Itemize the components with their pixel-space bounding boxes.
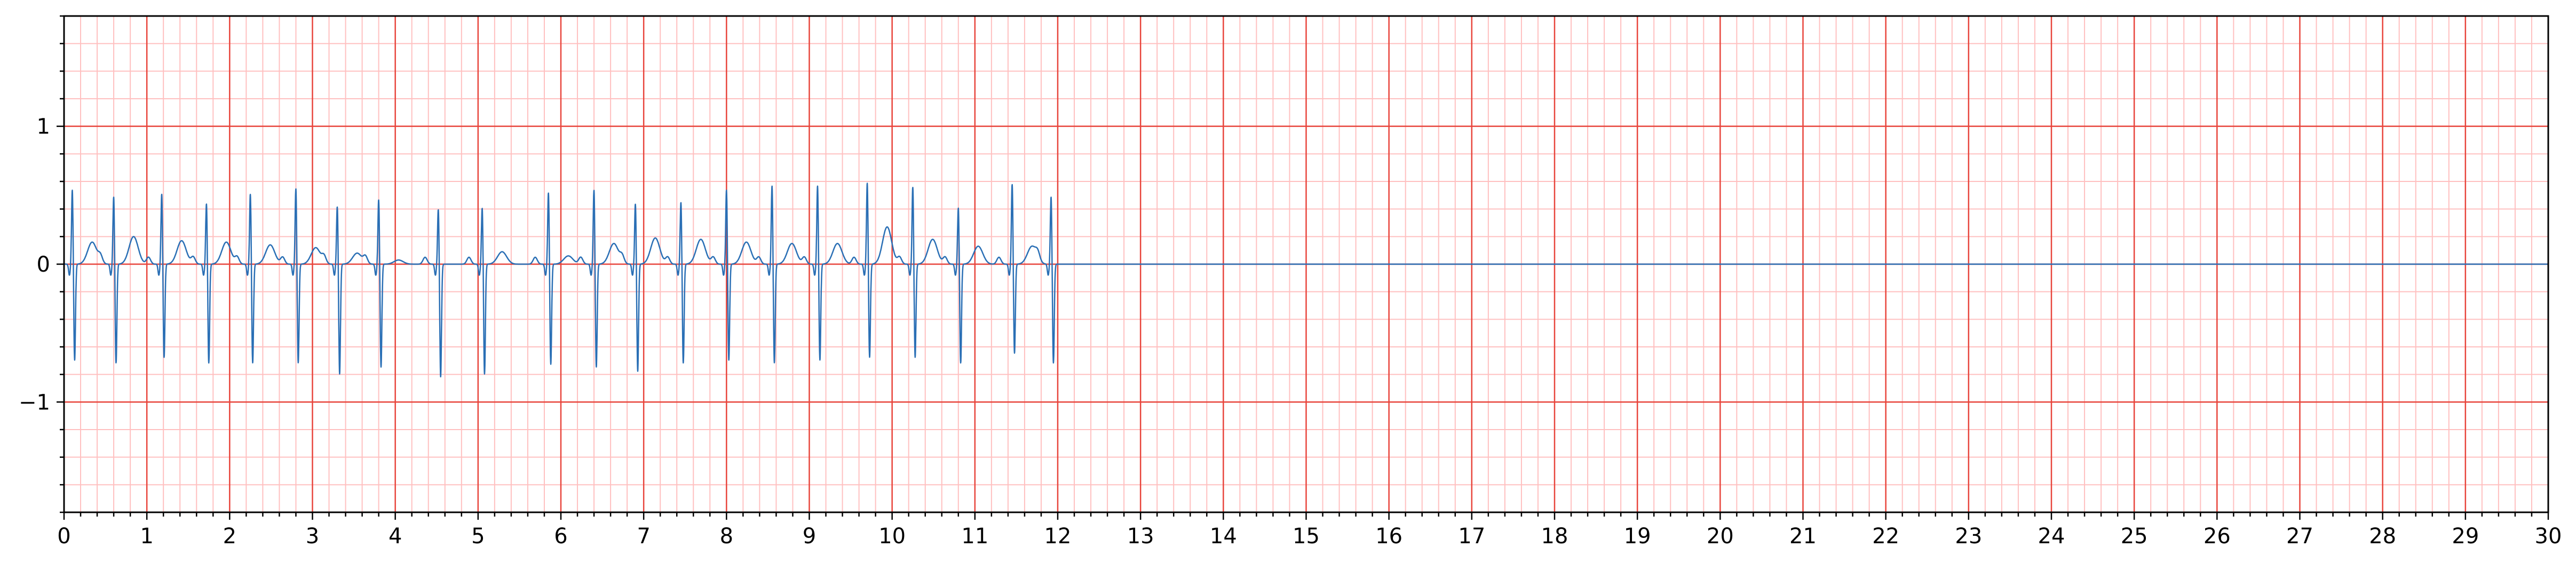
- x-tick-label: 27: [2286, 524, 2313, 549]
- y-tick-label: 0: [37, 252, 50, 277]
- x-tick-label: 23: [1955, 524, 1982, 549]
- x-tick-label: 19: [1624, 524, 1651, 549]
- x-tick-label: 18: [1541, 524, 1568, 549]
- x-tick-label: 5: [471, 524, 485, 549]
- x-tick-label: 21: [1789, 524, 1817, 549]
- x-tick-label: 11: [961, 524, 988, 549]
- x-tick-label: 24: [2038, 524, 2065, 549]
- x-tick-label: 20: [1707, 524, 1734, 549]
- x-tick-label: 26: [2204, 524, 2231, 549]
- x-tick-label: 6: [554, 524, 567, 549]
- x-tick-label: 0: [57, 524, 70, 549]
- x-tick-label: 12: [1044, 524, 1072, 549]
- x-tick-label: 1: [140, 524, 153, 549]
- x-tick-label: 17: [1458, 524, 1485, 549]
- x-tick-label: 25: [2121, 524, 2148, 549]
- y-axis-ticks: −1 0 1: [19, 15, 64, 513]
- x-tick-label: 8: [720, 524, 733, 549]
- y-tick-label: −1: [19, 390, 50, 415]
- x-tick-label: 9: [803, 524, 816, 549]
- x-tick-label: 4: [389, 524, 402, 549]
- x-tick-label: 2: [223, 524, 236, 549]
- x-tick-label: 29: [2452, 524, 2479, 549]
- x-tick-label: 7: [637, 524, 650, 549]
- ecg-signal-line: [64, 183, 2549, 378]
- x-tick-label: 22: [1872, 524, 1899, 549]
- x-tick-label: 14: [1210, 524, 1237, 549]
- x-tick-label: 28: [2369, 524, 2396, 549]
- y-tick-label: 1: [37, 115, 50, 139]
- x-tick-label: 16: [1375, 524, 1402, 549]
- x-tick-label: 30: [2535, 524, 2562, 549]
- x-tick-label: 10: [878, 524, 906, 549]
- series-layer: [64, 183, 2549, 378]
- x-tick-label: 3: [306, 524, 319, 549]
- x-tick-label: 13: [1127, 524, 1154, 549]
- x-axis-ticks: 0 1 2 3 4 5 6 7 8 9 10 11 12 13 14 15 16 17 18 19 20 21 22 23 24…: [57, 512, 2562, 549]
- x-tick-label: 15: [1293, 524, 1320, 549]
